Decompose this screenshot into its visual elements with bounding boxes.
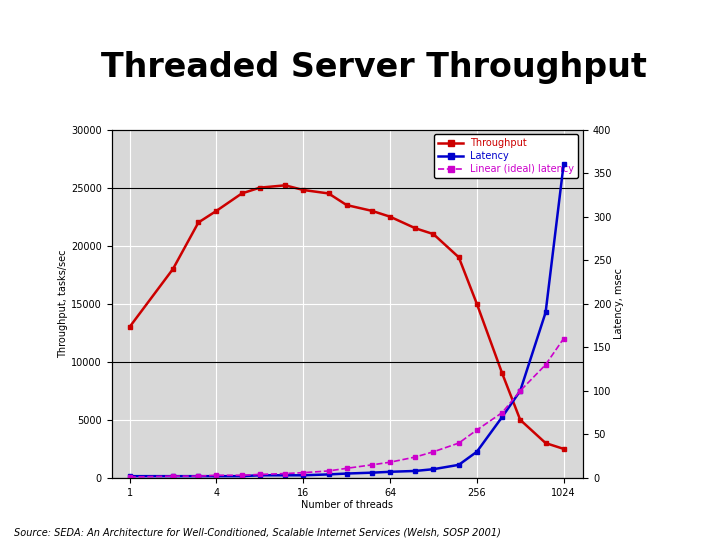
X-axis label: Number of threads: Number of threads (302, 501, 393, 510)
Y-axis label: Latency, msec: Latency, msec (614, 268, 624, 339)
Y-axis label: Throughput, tasks/sec: Throughput, tasks/sec (58, 249, 68, 358)
Text: Threaded Server Throughput: Threaded Server Throughput (101, 51, 647, 84)
Legend: Throughput, Latency, Linear (ideal) latency: Throughput, Latency, Linear (ideal) late… (434, 134, 578, 178)
Text: Source: SEDA: An Architecture for Well-Conditioned, Scalable Internet Services (: Source: SEDA: An Architecture for Well-C… (14, 527, 501, 537)
